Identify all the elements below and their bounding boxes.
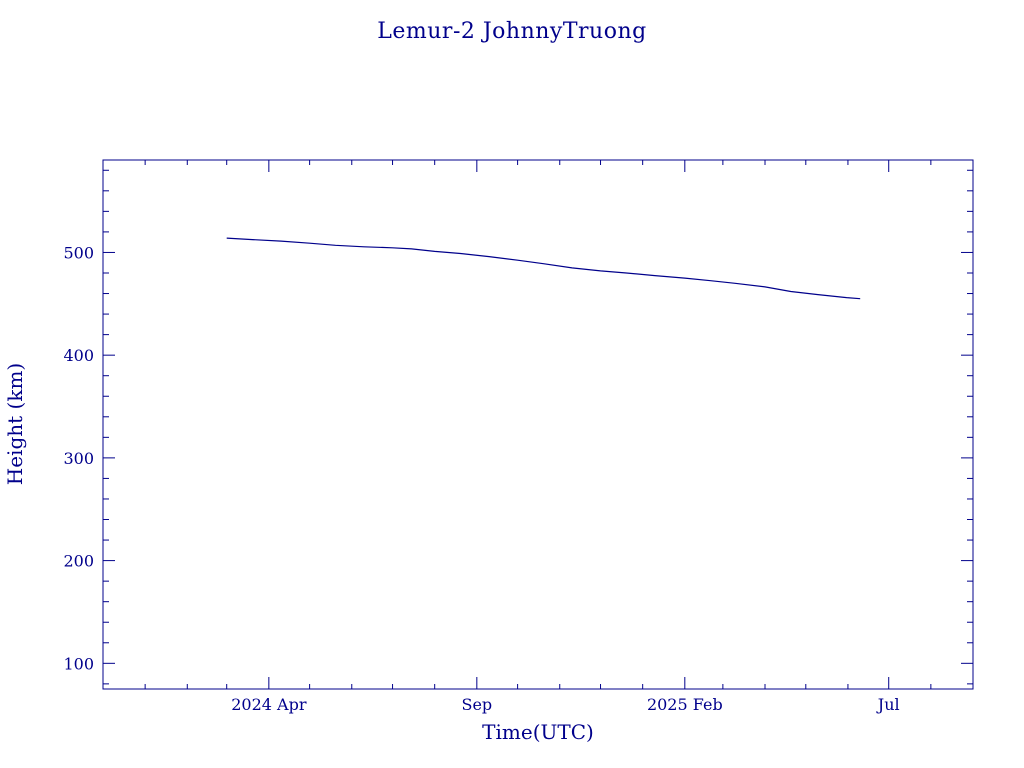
y-axis-label: Height (km) (3, 363, 27, 485)
x-tick-label: 2025 Feb (647, 695, 723, 714)
axis-tick-labels: 2024 Apr Sep 2025 Feb Jul 100 200 300 400 500 (63, 243, 899, 714)
y-tick-label: 200 (63, 552, 94, 571)
series-layer (226, 237, 861, 300)
y-tick-label: 100 (63, 654, 94, 673)
plot-frame (102, 159, 974, 690)
y-tick-label: 500 (63, 243, 94, 262)
height-series-line (226, 237, 861, 300)
chart-title: Lemur-2 JohnnyTruong (377, 19, 646, 44)
y-tick-label: 400 (63, 346, 94, 365)
x-tick-label: Sep (461, 695, 492, 714)
axis-ticks (103, 160, 973, 689)
x-tick-label: 2024 Apr (231, 695, 307, 714)
x-axis-label: Time(UTC) (482, 720, 594, 744)
x-tick-label: Jul (876, 695, 900, 714)
y-tick-label: 300 (63, 449, 94, 468)
